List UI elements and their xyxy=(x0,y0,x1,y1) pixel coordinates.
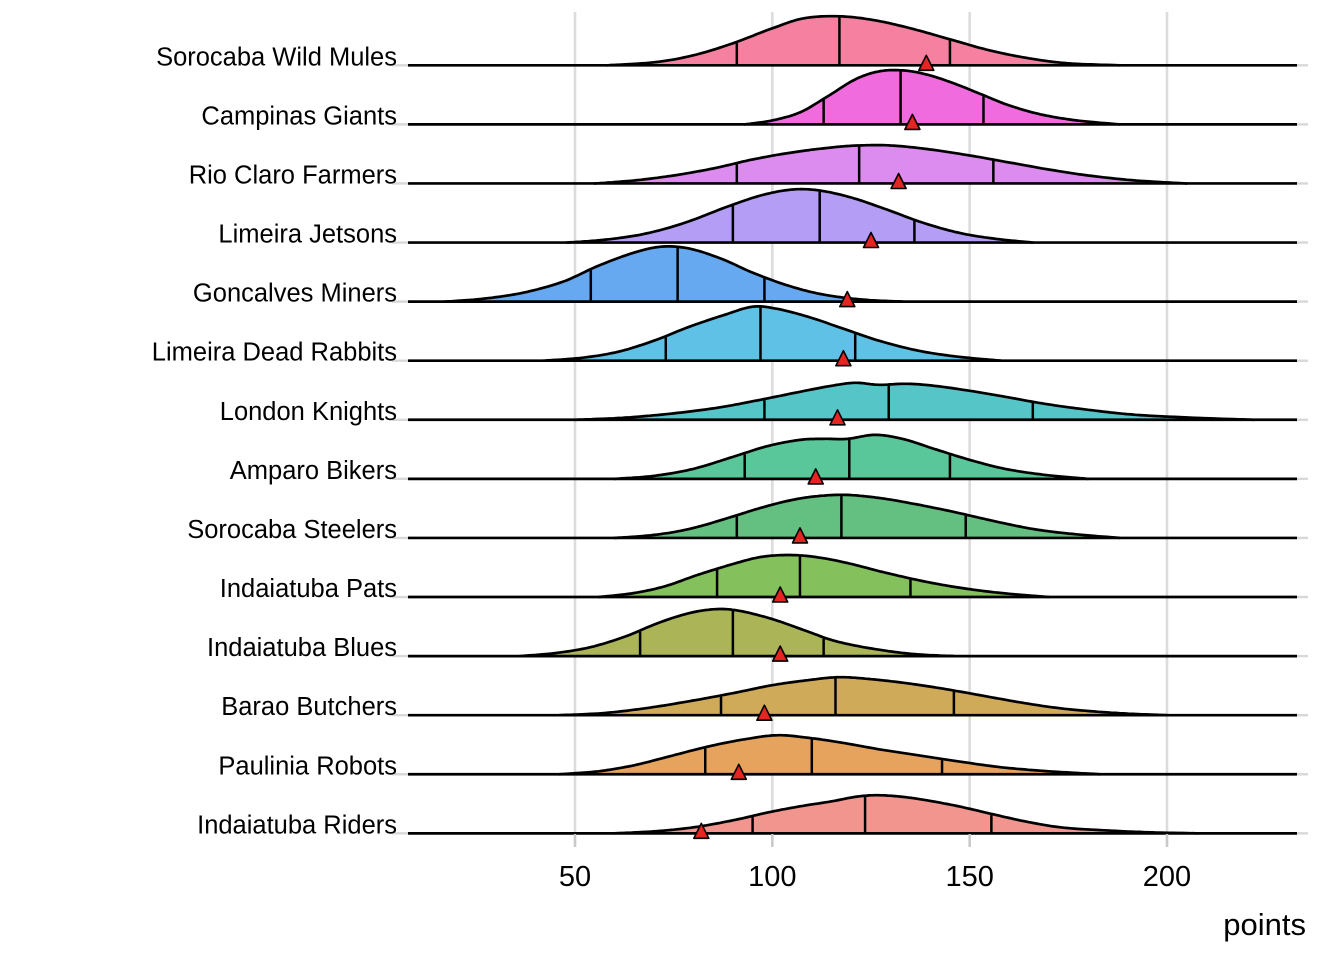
density-outline xyxy=(557,675,1169,717)
density-area xyxy=(543,306,1002,361)
observed-marker xyxy=(829,408,846,426)
ridge-row: Paulinia Robots xyxy=(218,733,1308,781)
team-label: Campinas Giants xyxy=(201,102,397,130)
team-label: Limeira Dead Rabbits xyxy=(152,339,397,367)
density-area xyxy=(614,494,1120,538)
observed-marker xyxy=(807,468,825,485)
observed-marker xyxy=(890,172,907,190)
density-area xyxy=(614,795,1199,834)
axis-tick-label: 150 xyxy=(945,861,993,893)
density-area xyxy=(598,555,1049,597)
axis-tick-label: 100 xyxy=(748,861,796,893)
team-label: London Knights xyxy=(220,398,397,426)
density-area xyxy=(594,145,1187,184)
observed-marker xyxy=(692,822,710,840)
density-outline xyxy=(613,493,1121,540)
ridge-row: Indaiatuba Pats xyxy=(220,553,1308,603)
team-label: Indaiatuba Pats xyxy=(220,575,397,603)
ridge-row: Rio Claro Farmers xyxy=(189,143,1308,190)
observed-marker xyxy=(838,290,856,308)
x-axis-title: points xyxy=(1223,907,1306,942)
ridge-row: Amparo Bikers xyxy=(230,433,1308,485)
density-outline xyxy=(613,433,1090,481)
ridge-row: Sorocaba Steelers xyxy=(187,493,1308,544)
axis-tick-label: 200 xyxy=(1143,861,1191,893)
observed-marker xyxy=(862,231,880,249)
density-outline xyxy=(593,143,1189,185)
team-label: Goncalves Miners xyxy=(193,280,397,308)
team-label: Barao Butchers xyxy=(221,693,397,721)
ridge-row: Goncalves Miners xyxy=(193,245,1308,308)
ridge-row: Indaiatuba Riders xyxy=(197,793,1308,840)
observed-marker xyxy=(791,527,809,544)
density-outline xyxy=(743,68,1121,126)
observed-marker xyxy=(756,704,773,722)
density-outline xyxy=(518,607,956,658)
team-label: Sorocaba Steelers xyxy=(187,516,397,544)
density-area xyxy=(559,735,1100,775)
observed-marker xyxy=(904,113,921,131)
observed-marker xyxy=(917,54,935,72)
density-outline xyxy=(443,245,904,303)
density-area xyxy=(744,70,1120,125)
density-outline xyxy=(565,187,1035,244)
ridge-row: Indaiatuba Blues xyxy=(207,607,1308,662)
density-outline xyxy=(597,553,1050,599)
observed-marker xyxy=(771,645,789,662)
team-label: Amparo Bikers xyxy=(230,457,397,485)
team-label: Limeira Jetsons xyxy=(218,221,397,249)
team-label: Indaiatuba Riders xyxy=(197,811,397,839)
ridge-row: Barao Butchers xyxy=(221,675,1308,722)
density-outline xyxy=(605,14,1121,67)
density-outline xyxy=(557,733,1102,776)
observed-marker xyxy=(730,763,748,781)
ridge-row: Campinas Giants xyxy=(201,68,1308,131)
ridge-row: Limeira Dead Rabbits xyxy=(152,305,1308,367)
team-label: Rio Claro Farmers xyxy=(189,161,397,189)
density-area xyxy=(567,189,1033,243)
observed-marker xyxy=(771,586,789,603)
ridge-row: Limeira Jetsons xyxy=(218,187,1308,249)
observed-marker xyxy=(835,349,852,367)
axis-tick-label: 50 xyxy=(559,861,591,893)
density-area xyxy=(444,246,903,302)
team-label: Indaiatuba Blues xyxy=(207,634,397,662)
team-label: Sorocaba Wild Mules xyxy=(156,43,397,71)
density-outline xyxy=(613,793,1200,835)
density-outline xyxy=(573,381,1256,422)
density-area xyxy=(559,677,1167,716)
density-area xyxy=(606,16,1120,66)
team-label: Paulinia Robots xyxy=(218,752,397,780)
ridge-row: London Knights xyxy=(220,381,1308,426)
ridge-row: Sorocaba Wild Mules xyxy=(156,14,1308,72)
density-outline xyxy=(542,305,1003,363)
density-area xyxy=(614,434,1089,479)
